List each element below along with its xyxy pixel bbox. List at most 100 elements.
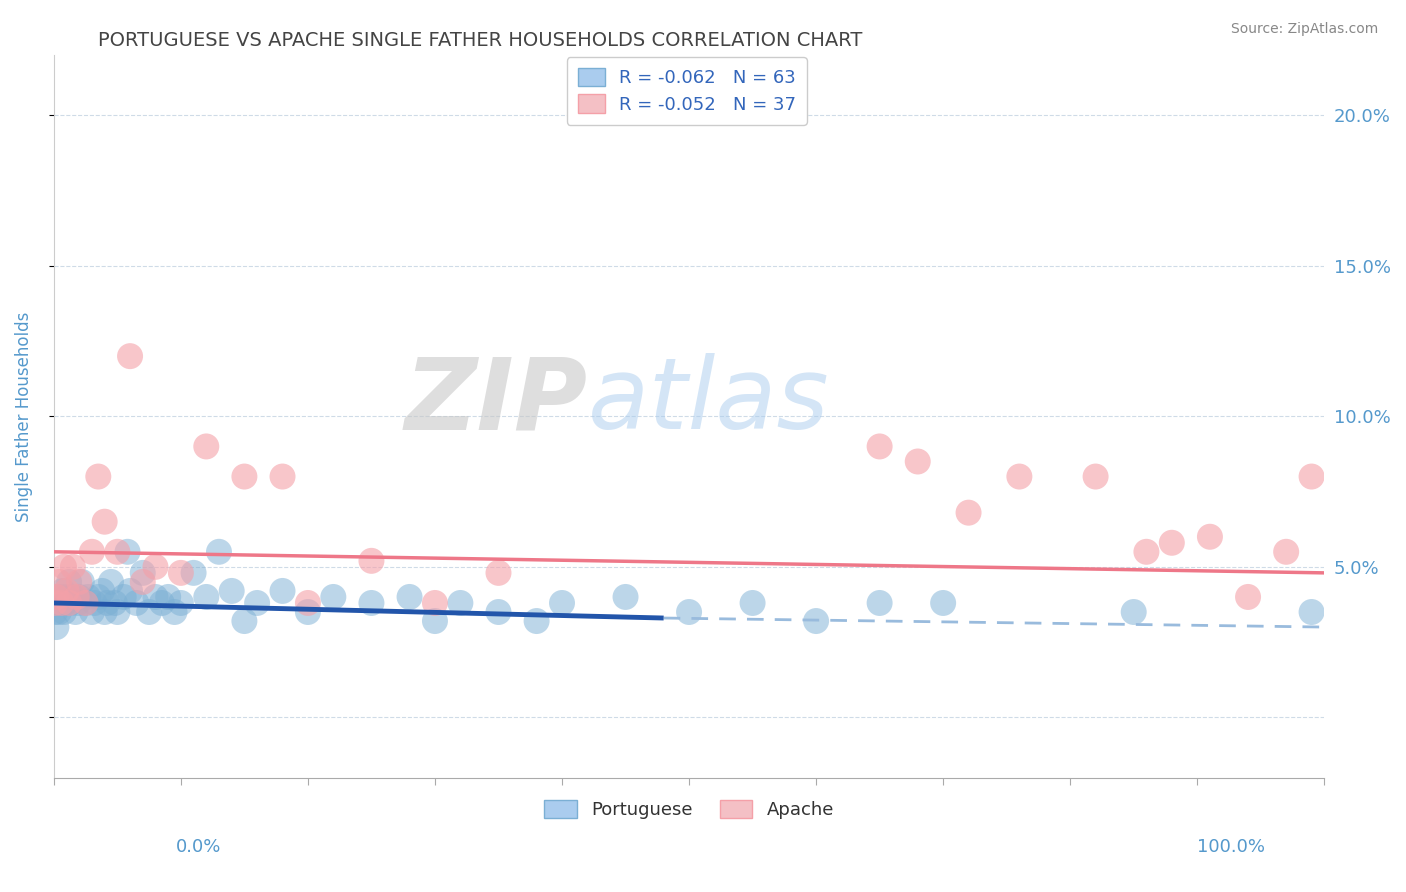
Point <box>105 605 128 619</box>
Point <box>83 596 105 610</box>
Point <box>112 590 135 604</box>
Point <box>65 605 87 619</box>
Point <box>398 590 420 604</box>
Y-axis label: Single Father Households: Single Father Households <box>15 311 32 522</box>
Point <box>1008 469 1031 483</box>
Point <box>322 590 344 604</box>
Point <box>150 596 173 610</box>
Point <box>62 590 84 604</box>
Point <box>423 614 446 628</box>
Point <box>96 596 118 610</box>
Point <box>59 596 82 610</box>
Point <box>80 545 103 559</box>
Point <box>49 596 72 610</box>
Point <box>93 605 115 619</box>
Point <box>741 596 763 610</box>
Point <box>87 469 110 483</box>
Point <box>58 574 80 589</box>
Text: 100.0%: 100.0% <box>1198 838 1265 856</box>
Point <box>53 605 76 619</box>
Point <box>1084 469 1107 483</box>
Point <box>104 596 127 610</box>
Point <box>138 605 160 619</box>
Point <box>233 469 256 483</box>
Text: atlas: atlas <box>588 353 830 450</box>
Point <box>51 590 73 604</box>
Point <box>75 596 97 610</box>
Point <box>1160 535 1182 549</box>
Point <box>77 590 100 604</box>
Point <box>297 596 319 610</box>
Point <box>170 596 193 610</box>
Point <box>157 590 180 604</box>
Point <box>449 596 471 610</box>
Point <box>62 559 84 574</box>
Point <box>360 596 382 610</box>
Point <box>80 605 103 619</box>
Point <box>195 590 218 604</box>
Point <box>58 596 80 610</box>
Point <box>70 574 93 589</box>
Text: 0.0%: 0.0% <box>176 838 221 856</box>
Point <box>163 605 186 619</box>
Point <box>46 590 69 604</box>
Point <box>44 605 66 619</box>
Point <box>125 596 148 610</box>
Point <box>195 440 218 454</box>
Point <box>117 545 139 559</box>
Point <box>183 566 205 580</box>
Point <box>48 605 70 619</box>
Point <box>67 574 90 589</box>
Point <box>132 566 155 580</box>
Point <box>957 506 980 520</box>
Point <box>1199 530 1222 544</box>
Point <box>804 614 827 628</box>
Point <box>132 574 155 589</box>
Point <box>1135 545 1157 559</box>
Text: PORTUGUESE VS APACHE SINGLE FATHER HOUSEHOLDS CORRELATION CHART: PORTUGUESE VS APACHE SINGLE FATHER HOUSE… <box>98 31 863 50</box>
Point <box>1275 545 1298 559</box>
Point <box>145 559 167 574</box>
Point <box>145 590 167 604</box>
Point <box>91 583 114 598</box>
Point <box>53 559 76 574</box>
Point <box>66 596 89 610</box>
Point <box>45 620 67 634</box>
Point <box>170 566 193 580</box>
Text: Source: ZipAtlas.com: Source: ZipAtlas.com <box>1230 22 1378 37</box>
Point <box>51 596 73 610</box>
Point <box>932 596 955 610</box>
Point <box>105 545 128 559</box>
Point <box>120 349 142 363</box>
Point <box>66 590 89 604</box>
Point <box>44 596 66 610</box>
Point <box>1237 590 1260 604</box>
Point <box>93 515 115 529</box>
Point <box>67 590 90 604</box>
Point <box>100 574 122 589</box>
Point <box>52 583 75 598</box>
Point <box>488 605 510 619</box>
Point <box>869 440 891 454</box>
Point <box>423 596 446 610</box>
Point <box>1301 469 1323 483</box>
Point <box>48 574 70 589</box>
Point <box>233 614 256 628</box>
Point <box>87 590 110 604</box>
Point <box>55 590 77 604</box>
Point <box>221 583 243 598</box>
Point <box>360 554 382 568</box>
Point <box>1122 605 1144 619</box>
Legend: Portuguese, Apache: Portuguese, Apache <box>537 792 841 826</box>
Point <box>526 614 548 628</box>
Point <box>75 596 97 610</box>
Point <box>53 596 76 610</box>
Point <box>907 454 929 468</box>
Point <box>297 605 319 619</box>
Point <box>208 545 231 559</box>
Point <box>551 596 574 610</box>
Point <box>614 590 637 604</box>
Point <box>488 566 510 580</box>
Text: ZIP: ZIP <box>405 353 588 450</box>
Point <box>55 583 77 598</box>
